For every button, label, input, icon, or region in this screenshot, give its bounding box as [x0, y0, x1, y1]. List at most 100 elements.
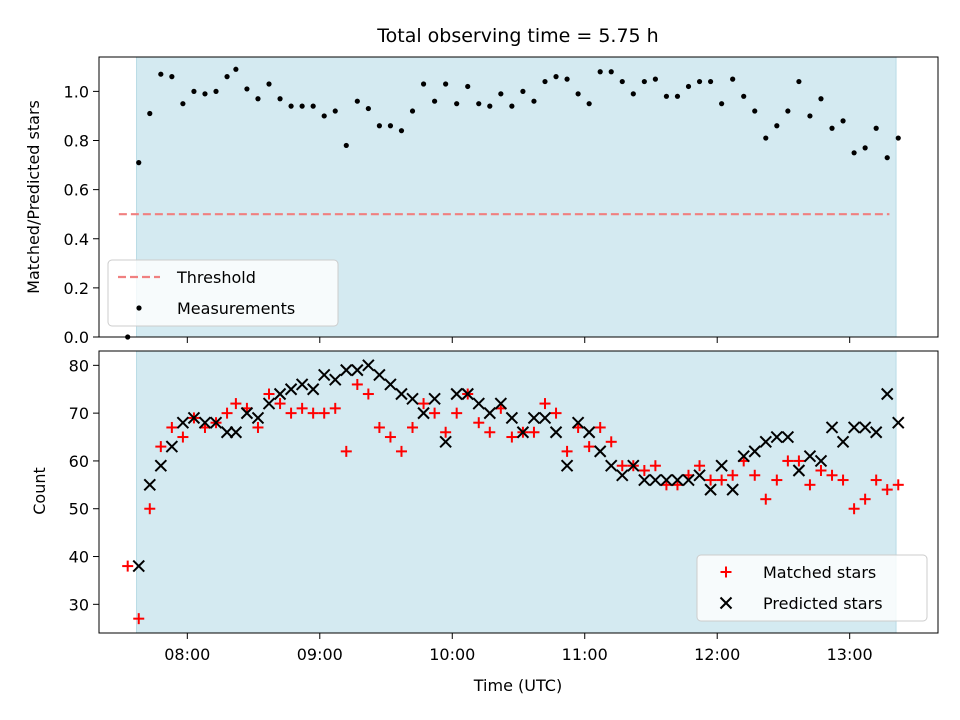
matched-star-point	[870, 474, 882, 486]
predicted-star-point	[704, 483, 717, 496]
matched-star-point	[539, 398, 551, 410]
measurement-point	[851, 150, 857, 156]
legend-measurements-label: Measurements	[177, 299, 295, 318]
predicted-star-point	[450, 387, 463, 401]
measurement-points	[125, 66, 901, 340]
measurement-point	[476, 101, 482, 107]
predicted-star-point	[693, 469, 706, 482]
predicted-star-point	[516, 426, 530, 439]
measurement-point	[796, 78, 802, 85]
y-tick-label: 50	[69, 500, 89, 519]
chart-title: Total observing time = 5.75 h	[376, 25, 658, 47]
count-panel: 30 40 50 60 70 80 08:00 09:00 10:00 11:00 12:00 13…	[30, 350, 939, 695]
matched-star-point	[166, 421, 178, 433]
measurement-point	[387, 123, 394, 129]
matched-star-point	[694, 460, 706, 472]
measurement-point	[818, 96, 824, 102]
measurement-point	[575, 91, 581, 97]
measurement-point	[420, 81, 427, 87]
measurement-point	[840, 118, 846, 124]
predicted-star-point	[593, 445, 607, 458]
matched-star-point	[395, 445, 407, 457]
measurement-point	[244, 86, 250, 92]
matched-star-point	[484, 426, 496, 438]
measurement-point	[376, 123, 383, 129]
predicted-star-point	[748, 445, 761, 458]
predicted-star-point	[770, 430, 784, 444]
matched-star-point	[473, 417, 485, 429]
predicted-star-point	[251, 411, 265, 425]
legend-measurements-swatch	[136, 305, 142, 311]
measurement-point	[752, 108, 758, 114]
predicted-star-point	[560, 459, 574, 472]
measurement-point	[398, 128, 405, 134]
x-tick-label: 11:00	[562, 645, 608, 664]
count-plot-frame	[98, 350, 939, 634]
measurement-point	[774, 123, 780, 129]
ratio-legend: Threshold Measurements	[107, 259, 339, 327]
measurement-point	[465, 83, 471, 90]
measurement-point	[730, 76, 736, 82]
measurement-point	[487, 103, 493, 109]
measurement-point	[233, 66, 239, 72]
matched-star-point	[727, 469, 739, 481]
measurement-point	[785, 108, 791, 114]
x-tick-label: 08:00	[164, 645, 210, 664]
measurement-point	[509, 103, 515, 109]
predicted-star-point	[461, 387, 474, 401]
predicted-star-point	[143, 478, 156, 492]
matched-star-point	[550, 407, 562, 419]
predicted-star-point	[229, 426, 243, 439]
y-tick-label: 0.2	[64, 279, 89, 298]
measurement-point	[409, 108, 416, 114]
legend-plus-marker	[720, 566, 732, 578]
matched-star-point	[583, 441, 595, 453]
count-legend: Matched stars Predicted stars	[696, 554, 928, 622]
matched-star-point	[177, 431, 189, 443]
predicted-star-point	[582, 426, 596, 439]
measurement-point	[597, 69, 603, 75]
matched-star-point	[307, 407, 319, 419]
matched-star-point	[815, 464, 827, 476]
ratio-panel: 0.0 0.2 0.4 0.6 0.8 1.0 Matched/Predicted sta…	[24, 56, 939, 347]
measurement-point	[365, 105, 371, 112]
matched-star-point	[881, 484, 893, 496]
matched-star-point	[561, 445, 573, 457]
y-tick-label: 0.4	[64, 230, 89, 249]
matched-star-point	[528, 426, 540, 438]
predicted-star-point	[726, 483, 739, 496]
count-legend-box	[696, 554, 928, 622]
matched-star-point	[594, 421, 606, 433]
measurement-point	[641, 78, 647, 85]
measurement-point	[332, 108, 338, 114]
predicted-star-point	[792, 464, 806, 477]
matched-star-point	[705, 474, 717, 486]
measurement-point	[224, 74, 230, 80]
measurement-point	[553, 74, 559, 80]
matched-star-point	[429, 407, 441, 419]
legend-matched-label: Matched stars	[763, 563, 876, 582]
legend-x-marker	[719, 596, 733, 610]
y-tick-label: 30	[69, 595, 89, 614]
predicted-star-point	[869, 426, 883, 439]
predicted-star-point	[892, 416, 905, 429]
matched-star-point	[296, 402, 308, 414]
predicted-star-point	[494, 397, 508, 410]
predicted-star-point	[660, 473, 673, 487]
predicted-star-point	[406, 392, 419, 406]
predicted-star-point	[340, 363, 353, 377]
matched-star-point	[351, 378, 363, 390]
measurement-point	[299, 103, 305, 109]
predicted-star-point	[165, 440, 179, 453]
matched-star-point	[252, 421, 264, 433]
predicted-star-point	[154, 459, 168, 472]
predicted-star-points	[132, 359, 905, 573]
measurement-point	[763, 135, 769, 141]
measurement-point	[202, 91, 208, 97]
legend-predicted-label: Predicted stars	[763, 594, 883, 613]
predicted-star-point	[132, 559, 145, 573]
matched-star-point	[605, 436, 617, 448]
measurement-point	[608, 69, 614, 75]
measurement-point	[213, 88, 219, 94]
measurement-point	[288, 103, 294, 109]
